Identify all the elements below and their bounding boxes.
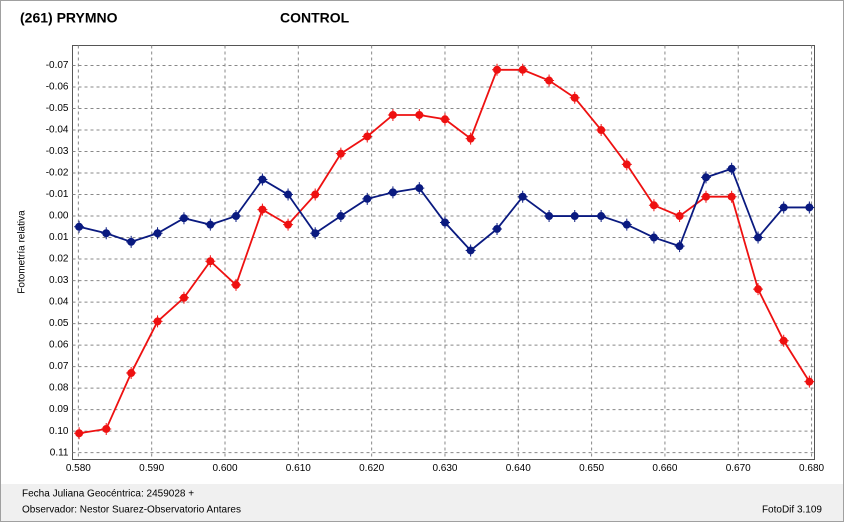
data-point [101, 422, 112, 435]
data-point [362, 192, 373, 205]
y-tick-label: -0.04 [46, 125, 69, 136]
y-tick-label: -0.02 [46, 168, 69, 179]
observer: Observador: Nestor Suarez-Observatorio A… [22, 505, 241, 516]
data-point [648, 199, 659, 212]
x-axis-label: Fecha Juliana Geocéntrica: 2459028 + [22, 489, 194, 500]
data-point [257, 173, 268, 186]
data-point [621, 218, 632, 231]
y-tick-label: -0.01 [46, 189, 69, 200]
data-point [674, 240, 685, 253]
y-tick-label: -0.06 [46, 82, 69, 93]
y-tick-label: 0.01 [49, 232, 69, 243]
data-point [414, 108, 425, 121]
data-point [465, 132, 476, 145]
x-tick-label: 0.660 [652, 463, 677, 474]
data-point [621, 158, 632, 171]
data-point [335, 147, 346, 160]
data-point [126, 235, 137, 248]
data-point [596, 210, 607, 223]
data-point [152, 227, 163, 240]
data-point [726, 190, 737, 203]
data-point [492, 222, 503, 235]
y-tick-label: 0.09 [49, 404, 69, 415]
data-point [387, 186, 398, 199]
y-tick-label: -0.05 [46, 103, 69, 114]
data-point [517, 63, 528, 76]
data-point [439, 216, 450, 229]
data-point [804, 201, 815, 214]
software: FotoDif 3.109 [762, 505, 822, 516]
y-tick-label: 0.11 [50, 447, 69, 458]
data-point [674, 210, 685, 223]
data-point [283, 218, 294, 231]
data-point [387, 108, 398, 121]
x-tick-label: 0.630 [432, 463, 457, 474]
data-point [596, 124, 607, 137]
data-point [362, 130, 373, 143]
data-point [492, 63, 503, 76]
data-point [414, 182, 425, 195]
y-tick-label: -0.03 [46, 146, 69, 157]
y-tick-label: 0.03 [49, 275, 69, 286]
data-point [335, 210, 346, 223]
data-point [310, 227, 321, 240]
series-title: CONTROL [280, 10, 350, 26]
data-point [700, 190, 711, 203]
x-tick-label: 0.640 [506, 463, 531, 474]
data-point [569, 91, 580, 104]
data-point [205, 218, 216, 231]
data-point [126, 367, 137, 380]
y-tick-label: 0.04 [49, 297, 69, 308]
x-tick-label: 0.620 [359, 463, 384, 474]
data-point [101, 227, 112, 240]
data-point [152, 315, 163, 328]
x-tick-label: 0.610 [286, 463, 311, 474]
x-tick-label: 0.670 [726, 463, 751, 474]
x-tick-label: 0.650 [579, 463, 604, 474]
data-point [257, 203, 268, 216]
data-point [517, 190, 528, 203]
data-point [700, 171, 711, 184]
x-tick-label: 0.590 [139, 463, 164, 474]
data-point [778, 201, 789, 214]
y-tick-label: 0.00 [49, 211, 69, 222]
data-point [804, 375, 815, 388]
data-point [74, 427, 85, 440]
series-title: (261) PRYMNO [20, 10, 118, 26]
data-point [465, 244, 476, 257]
y-axis-label: Fotometría relativa [17, 210, 28, 294]
data-point [544, 74, 555, 87]
data-point [544, 210, 555, 223]
data-point [74, 220, 85, 233]
y-tick-label: 0.10 [49, 426, 69, 437]
y-tick-label: -0.07 [46, 60, 69, 71]
data-point [283, 188, 294, 201]
data-point [231, 210, 242, 223]
plot-frame [72, 45, 815, 460]
data-point [310, 188, 321, 201]
data-point [178, 291, 189, 304]
y-tick-label: 0.08 [49, 383, 69, 394]
x-tick-label: 0.580 [66, 463, 91, 474]
data-point [205, 255, 216, 268]
data-point [569, 210, 580, 223]
y-tick-label: 0.06 [49, 340, 69, 351]
data-point [778, 334, 789, 347]
y-tick-label: 0.07 [49, 361, 69, 372]
x-tick-label: 0.680 [799, 463, 824, 474]
data-point [753, 283, 764, 296]
data-point [231, 278, 242, 291]
data-point [439, 113, 450, 126]
data-point [178, 212, 189, 225]
x-tick-label: 0.600 [212, 463, 237, 474]
y-tick-label: 0.05 [49, 318, 69, 329]
data-point [753, 231, 764, 244]
y-tick-label: 0.02 [49, 254, 69, 265]
data-point [726, 162, 737, 175]
data-point [648, 231, 659, 244]
